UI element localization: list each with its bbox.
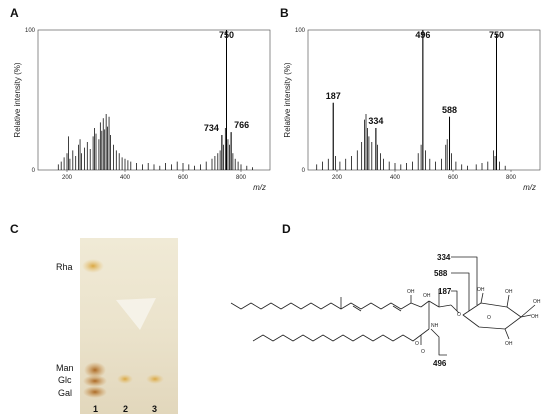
atom-label: OH: [505, 341, 513, 347]
peak-label: 766: [234, 120, 249, 130]
fragment-bracket-334: [451, 256, 478, 305]
fragment-bracket-588: [451, 272, 470, 311]
plot-frame: [37, 29, 271, 171]
x-tick-label: 400: [120, 175, 131, 181]
peak-label: 496: [415, 30, 430, 40]
atom-label: OH: [505, 289, 513, 295]
spectrum-a-plot: Relative intensity (%) 0 100 200 400 600 800 m/…: [13, 28, 271, 192]
atom-label: OH: [533, 299, 541, 305]
spectrum-a: Relative intensity (%) 0 100 200 400 600 800 m/…: [8, 22, 273, 192]
tlc-spot-man: [84, 362, 106, 378]
atom-label: OH: [407, 289, 415, 295]
tlc-spot-gal: [83, 386, 107, 398]
atom-label: OH: [477, 287, 485, 293]
x-tick-label: 600: [448, 175, 459, 181]
fragment-bracket-496: [430, 328, 447, 356]
peak-label: 750: [489, 30, 504, 40]
x-tick-label: 400: [390, 175, 401, 181]
y-axis-label: Relative intensity (%): [13, 62, 22, 137]
tlc-lane-1: 1: [93, 404, 99, 414]
tlc-label-gal: Gal: [58, 388, 73, 398]
tlc-label-glc: Glc: [58, 375, 72, 385]
peak-label: 588: [442, 105, 457, 115]
y-axis-label: Relative intensity (%): [283, 62, 292, 137]
fragment-label-334: 334: [437, 253, 451, 262]
plot-frame: [307, 29, 541, 171]
sugar-ring: [462, 302, 522, 330]
spectrum-b-plot: Relative intensity (%) 0 100 200 400 600 800 m/…: [283, 28, 541, 192]
atom-label: O: [415, 341, 419, 347]
atom-label: O: [487, 315, 491, 321]
atom-label: NH: [431, 323, 439, 329]
tlc-plate: [80, 238, 178, 414]
tlc-spot-lane2: [117, 374, 133, 384]
tlc-label-rha: Rha: [56, 262, 73, 272]
peak-label: 750: [219, 30, 234, 40]
fragment-bracket-187: [451, 290, 458, 311]
tlc-spot-rha: [82, 259, 104, 273]
peak-label: 187: [326, 91, 341, 101]
peak-label: 334: [368, 116, 383, 126]
tlc-spot-lane3: [146, 374, 164, 384]
fragment-label-496: 496: [433, 359, 447, 368]
x-tick-label: 200: [332, 175, 343, 181]
panel-letter-a: A: [10, 6, 19, 20]
x-tick-label: 800: [506, 175, 517, 181]
peak-label: 734: [204, 123, 219, 133]
y-tick-label: 0: [302, 168, 306, 174]
fragment-label-588: 588: [434, 269, 448, 278]
x-tick-label: 200: [62, 175, 73, 181]
x-axis-label: m/z: [523, 183, 536, 192]
fragment-label-187: 187: [438, 287, 452, 296]
spectrum-b: Relative intensity (%) 0 100 200 400 600 800 m/…: [278, 22, 543, 192]
tlc-glare: [116, 298, 156, 330]
tlc-spot-glc: [83, 375, 107, 387]
y-tick-label: 100: [295, 28, 306, 34]
chemical-structure: 334 588 187 496 OH OH OH OH OH OH OH O O…: [230, 253, 541, 368]
double-bond-2: [392, 305, 402, 312]
fatty-acyl-chain: [252, 334, 422, 342]
tlc-lane-2: 2: [123, 404, 129, 414]
x-tick-label: 600: [178, 175, 189, 181]
panel-letter-c: C: [10, 222, 19, 236]
atom-label: OH: [531, 314, 539, 320]
y-tick-label: 0: [32, 168, 36, 174]
sphingoid-chain: [230, 302, 422, 310]
atom-label: OH: [423, 293, 431, 299]
y-tick-label: 100: [25, 28, 36, 34]
panel-letter-b: B: [280, 6, 289, 20]
tlc-label-man: Man: [56, 363, 74, 373]
atom-label: O: [457, 312, 461, 318]
x-axis-label: m/z: [253, 183, 266, 192]
x-tick-label: 800: [236, 175, 247, 181]
panel-letter-d: D: [282, 222, 291, 236]
tlc-lane-3: 3: [152, 404, 158, 414]
double-bond-1: [352, 305, 362, 312]
atom-label: O: [421, 349, 425, 355]
